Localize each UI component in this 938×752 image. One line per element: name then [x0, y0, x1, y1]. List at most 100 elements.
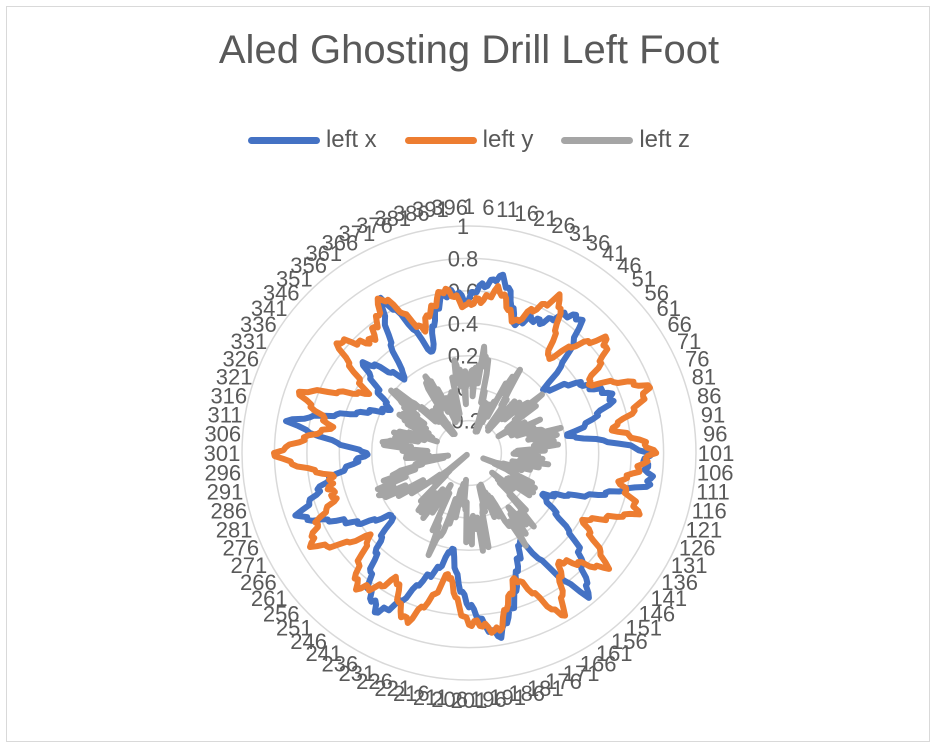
category-tick-label: 336 — [240, 312, 277, 337]
category-tick-label: 351 — [276, 266, 313, 291]
category-tick-label: 26 — [551, 213, 575, 238]
category-tick-label: 381 — [374, 206, 411, 231]
category-tick-label: 181 — [527, 676, 564, 701]
category-tick-label: 376 — [356, 213, 393, 238]
category-tick-label: 256 — [263, 601, 300, 626]
radial-tick-label: 0.4 — [448, 311, 479, 336]
category-tick-label: 71 — [677, 329, 701, 354]
legend-label-left-y: left y — [482, 126, 534, 153]
category-tick-label: 101 — [698, 441, 735, 466]
category-tick-label: 121 — [686, 517, 723, 542]
category-tick-label: 6 — [482, 195, 494, 220]
category-tick-label: 171 — [563, 661, 600, 686]
category-tick-label: 221 — [374, 676, 411, 701]
category-tick-label: 366 — [322, 230, 359, 255]
category-tick-label: 41 — [602, 241, 626, 266]
category-tick-label: 176 — [545, 669, 582, 694]
chart-legend: left x left y left z — [0, 126, 938, 154]
grid-circle — [435, 419, 503, 487]
category-tick-label: 306 — [204, 422, 241, 447]
category-tick-label: 116 — [692, 499, 727, 524]
category-tick-label: 236 — [322, 652, 359, 677]
category-tick-label: 126 — [679, 536, 716, 561]
legend-item-left-z: left z — [561, 126, 690, 154]
category-tick-label: 246 — [290, 629, 327, 654]
grid-circle — [370, 354, 568, 552]
category-tick-label: 191 — [489, 685, 526, 710]
category-tick-label: 186 — [508, 681, 545, 706]
category-tick-label: 396 — [431, 195, 468, 220]
category-tick-label: 316 — [210, 383, 247, 408]
category-tick-label: 46 — [617, 253, 641, 278]
category-tick-label: 291 — [207, 480, 244, 505]
legend-label-left-x: left x — [325, 126, 377, 153]
category-tick-label: 206 — [431, 687, 468, 712]
category-tick-label: 301 — [204, 441, 241, 466]
category-tick-label: 76 — [685, 347, 709, 372]
category-tick-label: 16 — [514, 201, 538, 226]
category-tick-label: 11 — [496, 197, 519, 222]
radial-tick-label: 1 — [457, 214, 469, 239]
category-tick-label: 216 — [393, 681, 430, 706]
category-tick-label: 66 — [667, 312, 691, 337]
category-tick-label: 161 — [596, 641, 633, 666]
category-tick-label: 96 — [703, 422, 727, 447]
category-tick-label: 86 — [697, 383, 721, 408]
category-tick-label: 346 — [263, 281, 300, 306]
category-tick-label: 251 — [276, 616, 313, 641]
category-tick-label: 311 — [207, 402, 242, 427]
series-line-left-z — [374, 343, 564, 559]
series-line-left-y — [271, 283, 660, 636]
chart-title: Aled Ghosting Drill Left Foot — [218, 28, 720, 72]
grid-circle — [241, 225, 697, 681]
category-tick-label: 61 — [657, 296, 681, 321]
category-tick-label: 21 — [533, 206, 557, 231]
category-tick-label: 36 — [586, 230, 610, 255]
category-tick-label: 56 — [645, 281, 669, 306]
legend-swatch-left-x — [247, 136, 320, 144]
category-tick-label: 226 — [356, 669, 393, 694]
legend-swatch-left-y — [404, 136, 477, 144]
category-tick-label: 51 — [631, 266, 655, 291]
category-tick-label: 131 — [671, 553, 708, 578]
grid-circle — [338, 322, 600, 584]
category-tick-label: 321 — [216, 365, 253, 390]
category-tick-label: 361 — [305, 241, 342, 266]
category-tick-label: 386 — [393, 201, 430, 226]
category-tick-label: 106 — [697, 460, 734, 485]
category-tick-label: 81 — [692, 365, 716, 390]
category-tick-label: 141 — [650, 586, 687, 611]
category-tick-label: 286 — [210, 499, 247, 524]
category-tick-label: 196 — [470, 687, 507, 712]
category-tick-label: 391 — [412, 197, 449, 222]
category-tick-label: 356 — [290, 253, 327, 278]
category-tick-label: 276 — [222, 536, 259, 561]
category-tick-label: 241 — [305, 641, 342, 666]
category-tick-label: 211 — [413, 685, 448, 710]
category-tick-label: 231 — [339, 661, 376, 686]
category-tick-label: 281 — [216, 517, 253, 542]
category-tick-label: 271 — [231, 553, 268, 578]
legend-label-left-z: left z — [639, 126, 691, 153]
category-tick-label: 136 — [661, 570, 698, 595]
category-tick-label: 31 — [569, 221, 593, 246]
legend-item-left-y: left y — [404, 126, 534, 154]
category-tick-label: 146 — [638, 601, 675, 626]
category-tick-label: 156 — [611, 629, 648, 654]
category-tick-label: 91 — [701, 402, 725, 427]
category-tick-label: 266 — [240, 570, 277, 595]
category-tick-label: 151 — [625, 616, 662, 641]
category-tick-label: 341 — [251, 296, 288, 321]
category-tick-label: 371 — [339, 221, 376, 246]
category-tick-label: 111 — [696, 480, 729, 505]
category-tick-label: 261 — [251, 586, 288, 611]
category-tick-label: 296 — [204, 460, 241, 485]
radial-tick-label: 0.8 — [448, 246, 479, 271]
category-tick-label: 201 — [451, 688, 488, 713]
category-tick-label: 166 — [580, 652, 617, 677]
legend-swatch-left-z — [561, 136, 634, 144]
category-tick-label: 331 — [231, 329, 268, 354]
legend-item-left-x: left x — [247, 126, 377, 154]
category-tick-label: 1 — [463, 194, 475, 219]
